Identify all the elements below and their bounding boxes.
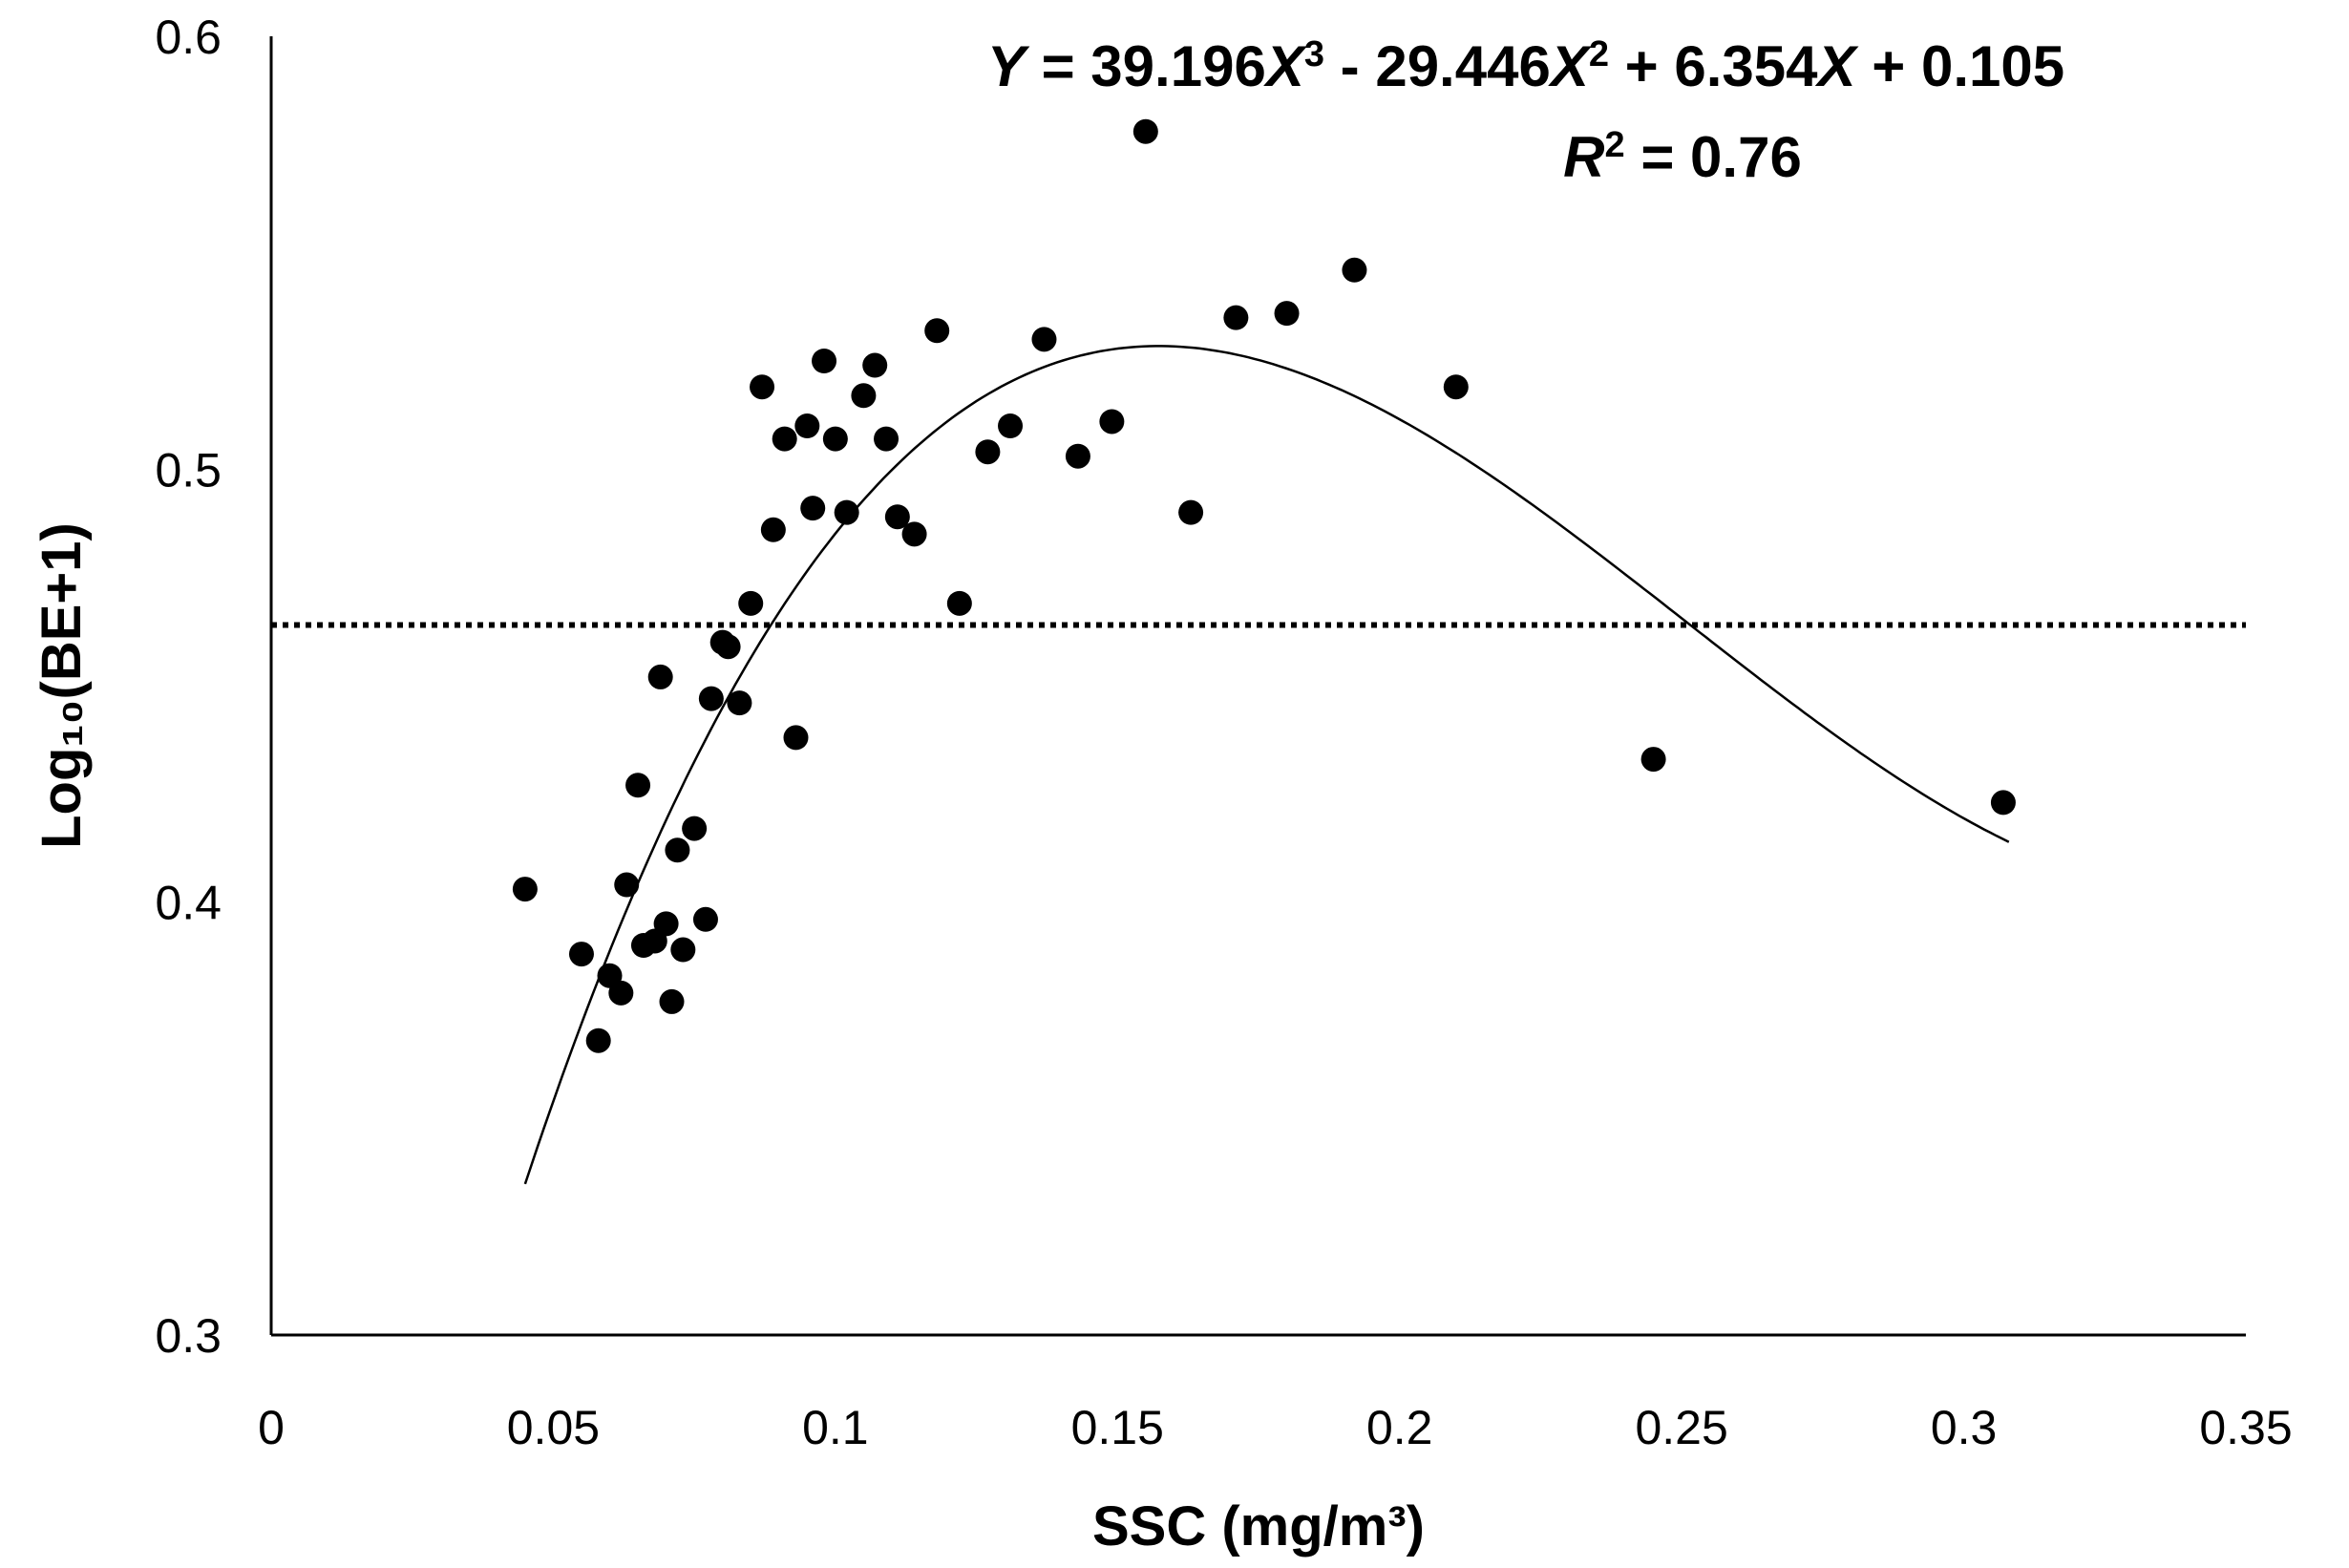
data-point	[1342, 257, 1367, 283]
data-point	[608, 980, 634, 1006]
data-point	[653, 911, 679, 937]
data-point	[614, 872, 640, 898]
data-point	[946, 590, 972, 616]
data-point	[794, 413, 820, 438]
data-point	[1274, 301, 1300, 327]
data-point	[1132, 118, 1158, 144]
x-tick-label: 0	[258, 1401, 285, 1454]
x-tick-labels: 0 0.05 0.1 0.15 0.2 0.25 0.3 0.35	[258, 1401, 2293, 1454]
data-point	[715, 634, 741, 660]
data-point	[760, 517, 786, 542]
data-point	[851, 383, 877, 409]
x-axis-title: SSC (mg/m³)	[1092, 1495, 1425, 1557]
y-tick-label: 0.4	[155, 877, 222, 930]
data-point	[822, 426, 848, 452]
x-tick-label: 0.25	[1635, 1401, 1727, 1454]
data-point	[1065, 443, 1090, 469]
fit-curve	[523, 345, 2010, 1185]
data-point	[901, 521, 927, 547]
y-tick-label: 0.3	[155, 1309, 222, 1363]
data-point	[874, 426, 899, 452]
data-point	[659, 988, 685, 1014]
data-point	[783, 725, 809, 751]
data-point	[812, 349, 837, 373]
data-point	[625, 773, 651, 798]
data-point	[727, 690, 752, 716]
y-axis-title: Log₁₀(BE+1)	[31, 522, 93, 849]
x-tick-label: 0.05	[507, 1401, 600, 1454]
data-point	[1178, 499, 1204, 525]
data-point	[975, 439, 1001, 465]
data-point	[772, 426, 797, 452]
data-point	[884, 504, 910, 530]
data-point	[1443, 374, 1469, 400]
data-point	[834, 499, 859, 525]
data-point	[512, 877, 538, 902]
x-tick-label: 0.2	[1366, 1401, 1433, 1454]
data-point	[750, 374, 775, 400]
data-point	[862, 352, 888, 378]
y-tick-labels: 0.3 0.4 0.5 0.6	[155, 11, 222, 1363]
data-point	[670, 937, 696, 963]
r-squared-label: R2 = 0.76	[1563, 125, 1802, 189]
data-point	[1031, 327, 1057, 352]
axes	[269, 36, 2246, 1337]
data-point	[647, 664, 673, 689]
data-point	[1990, 790, 2016, 816]
data-point	[585, 1028, 611, 1053]
data-point	[698, 686, 724, 711]
x-tick-label: 0.1	[802, 1401, 869, 1454]
data-point	[738, 590, 764, 616]
data-point	[800, 496, 826, 521]
y-tick-label: 0.6	[155, 11, 222, 64]
data-point	[665, 837, 690, 863]
data-point	[1099, 409, 1125, 434]
data-point	[682, 816, 708, 841]
data-point	[1223, 305, 1249, 330]
data-point	[568, 942, 594, 967]
data-point	[692, 906, 718, 932]
fit-equation: Y = 39.196X3 - 29.446X2 + 6.354X + 0.105	[987, 34, 2064, 98]
y-tick-label: 0.5	[155, 443, 222, 497]
data-point	[1640, 747, 1666, 773]
x-tick-label: 0.15	[1071, 1401, 1164, 1454]
x-tick-label: 0.3	[1931, 1401, 1998, 1454]
data-point	[998, 413, 1024, 438]
plot-area	[271, 118, 2246, 1185]
data-point	[924, 318, 950, 344]
x-tick-label: 0.35	[2199, 1401, 2292, 1454]
